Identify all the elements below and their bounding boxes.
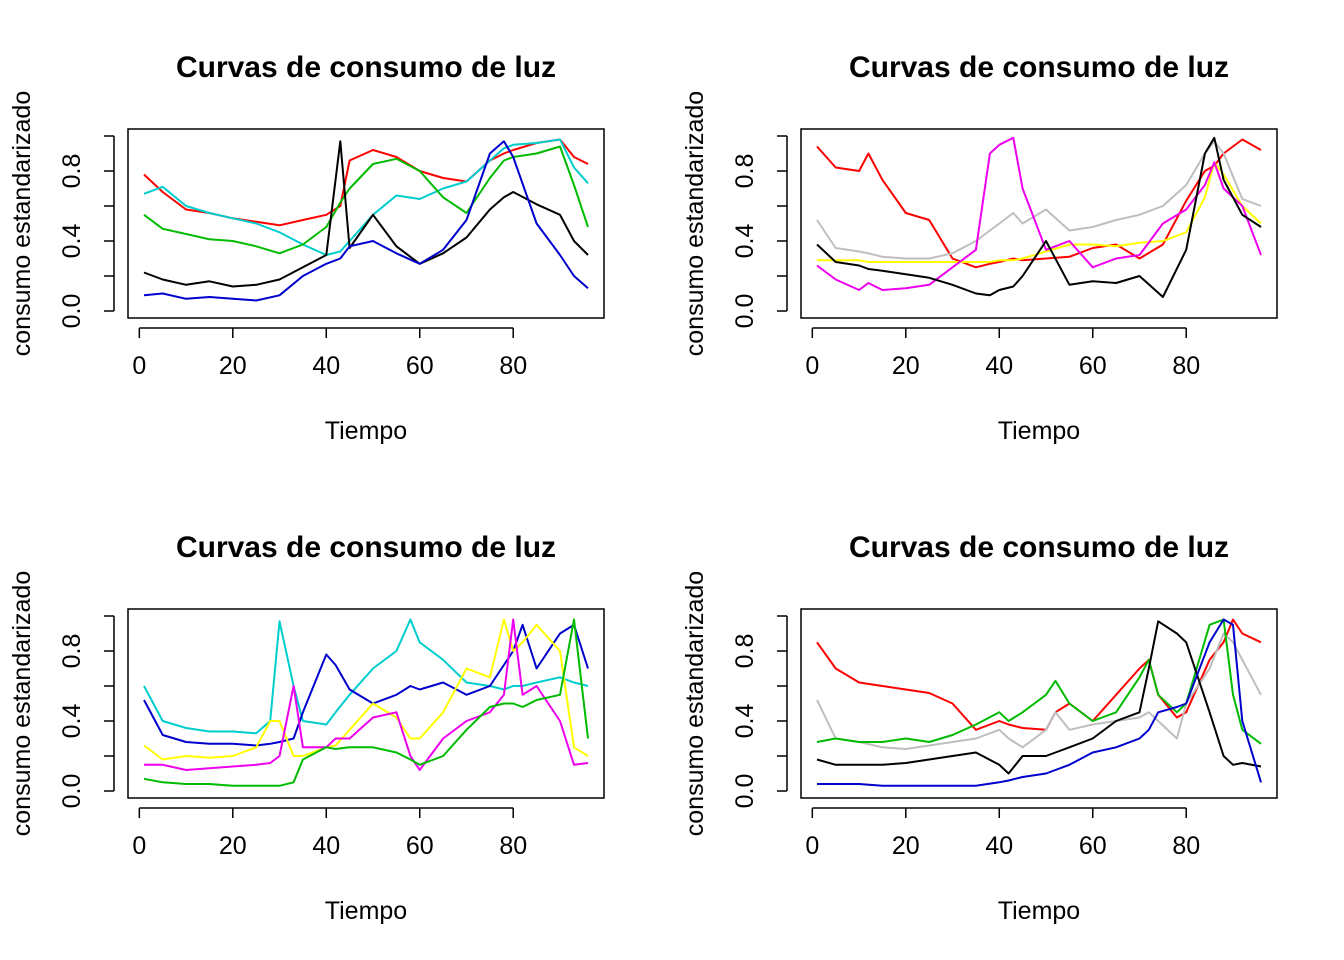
x-axis-label: Tiempo	[998, 417, 1080, 445]
series-line-4	[816, 620, 1262, 775]
x-tick-label: 40	[985, 832, 1013, 860]
y-tick-label: 0.8	[58, 154, 86, 189]
x-tick-label: 60	[406, 832, 434, 860]
series-line-3	[143, 618, 589, 761]
chart-panel-2: Curvas de consumo de luz 0 20 40 60 80 Tiempo 0…	[681, 51, 1278, 445]
chart-panel-3: Curvas de consumo de luz 0 20 40 60 80 Tiempo 0…	[8, 531, 605, 925]
y-tick-label: 0.8	[731, 634, 759, 669]
chart-title: Curvas de consumo de luz	[176, 531, 556, 564]
series-line-4	[143, 140, 589, 288]
x-tick-label: 40	[312, 352, 340, 380]
x-tick-label: 60	[406, 352, 434, 380]
y-tick-label: 0.0	[58, 294, 86, 329]
y-tick-label: 0.4	[58, 704, 86, 739]
series-line-3	[143, 145, 589, 255]
series-line-1	[816, 618, 1262, 731]
series-line-5	[817, 618, 1262, 787]
series-line-5	[143, 618, 589, 787]
y-tick-label: 0.0	[58, 774, 86, 809]
x-tick-label: 40	[312, 832, 340, 860]
y-tick-label: 0.0	[731, 294, 759, 329]
y-axis-label: consumo estandarizado	[681, 91, 709, 356]
y-axis-label: consumo estandarizado	[8, 91, 36, 356]
x-tick-label: 20	[219, 832, 247, 860]
series-line-5	[816, 136, 1262, 298]
x-tick-label: 0	[805, 832, 819, 860]
series-line-1	[816, 138, 1262, 269]
y-tick-label: 0.4	[731, 224, 759, 259]
x-tick-label: 80	[1172, 352, 1200, 380]
series-line-4	[816, 136, 1262, 291]
series-line-1	[143, 618, 589, 735]
x-axis-label: Tiempo	[998, 897, 1080, 925]
chart-title: Curvas de consumo de luz	[176, 51, 556, 84]
chart-panel-4: Curvas de consumo de luz 0 20 40 60 80 Tiempo 0…	[681, 531, 1278, 925]
series-line-4	[144, 618, 589, 771]
x-axis-label: Tiempo	[325, 417, 407, 445]
chart-title: Curvas de consumo de luz	[849, 531, 1229, 564]
y-tick-label: 0.4	[58, 224, 86, 259]
chart-panel-1: Curvas de consumo de luz 0 20 40 60 80 Tiempo 0…	[8, 51, 605, 445]
x-tick-label: 60	[1079, 832, 1107, 860]
x-tick-label: 60	[1079, 352, 1107, 380]
series-line-5	[143, 140, 589, 302]
y-tick-label: 0.8	[58, 634, 86, 669]
plot-frame	[127, 128, 605, 319]
plot-frame	[127, 608, 605, 799]
plot-frame	[800, 128, 1278, 319]
x-axis-label: Tiempo	[325, 897, 407, 925]
x-tick-label: 20	[219, 352, 247, 380]
x-tick-label: 20	[892, 352, 920, 380]
series-line-2	[816, 632, 1262, 750]
y-axis-label: consumo estandarizado	[681, 571, 709, 836]
x-tick-label: 40	[985, 352, 1013, 380]
x-tick-label: 0	[132, 832, 146, 860]
x-tick-label: 0	[805, 352, 819, 380]
series-line-3	[817, 161, 1262, 263]
y-tick-label: 0.8	[731, 154, 759, 189]
y-tick-label: 0.0	[731, 774, 759, 809]
x-tick-label: 80	[499, 352, 527, 380]
x-tick-label: 80	[1172, 832, 1200, 860]
series-line-3	[816, 618, 1262, 745]
chart-title: Curvas de consumo de luz	[849, 51, 1229, 84]
plot-frame	[800, 608, 1278, 799]
y-axis-label: consumo estandarizado	[8, 571, 36, 836]
x-tick-label: 0	[132, 352, 146, 380]
x-tick-label: 80	[499, 832, 527, 860]
x-tick-label: 20	[892, 832, 920, 860]
y-tick-label: 0.4	[731, 704, 759, 739]
